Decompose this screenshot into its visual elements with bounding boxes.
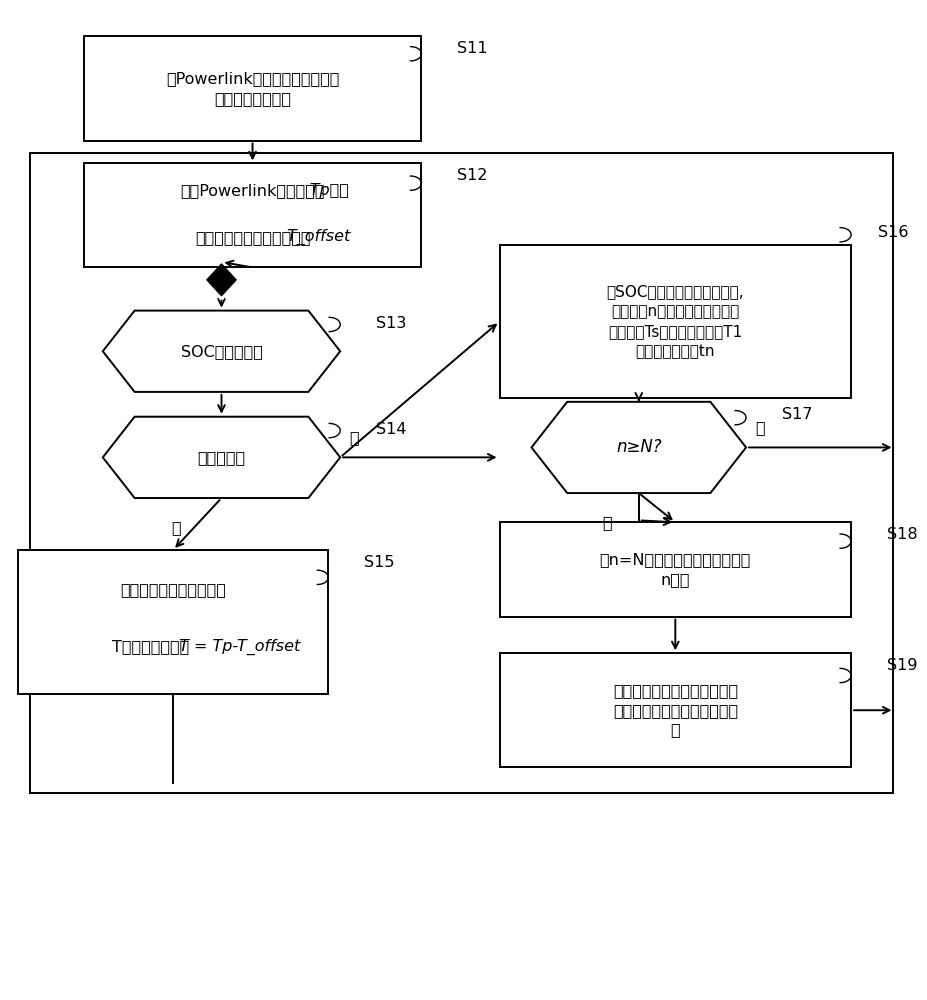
Bar [499, 653, 850, 767]
Polygon shape [531, 402, 745, 493]
Text: S15: S15 [363, 555, 394, 570]
Text: 第一次到达: 第一次到达 [197, 450, 246, 465]
Text: 本从站的确定性延迟补偿值: 本从站的确定性延迟补偿值 [195, 230, 310, 245]
Bar [83, 163, 421, 267]
Text: T = Tp-T_offset: T = Tp-T_offset [173, 639, 299, 655]
Text: 对本地定时器的定时周期: 对本地定时器的定时周期 [120, 582, 226, 597]
Polygon shape [207, 264, 235, 296]
Text: S19: S19 [886, 658, 916, 673]
Text: 用时间偏差平均值对从站的本
地定时器定时周期进行动态补
偿: 用时间偏差平均值对从站的本 地定时器定时周期进行动态补 偿 [612, 683, 737, 738]
Text: S11: S11 [457, 41, 488, 56]
Text: 否: 否 [349, 430, 359, 445]
Text: Tp以及: Tp以及 [156, 183, 349, 198]
Text: S16: S16 [877, 225, 908, 240]
Text: S14: S14 [375, 422, 406, 437]
Bar [83, 36, 421, 141]
Text: S18: S18 [886, 527, 917, 542]
Text: n≥N?: n≥N? [616, 438, 661, 456]
Bar [18, 550, 328, 694]
Bar [499, 522, 850, 617]
Text: 在Powerlink以太网的所有从站均
建立本地定时器；: 在Powerlink以太网的所有从站均 建立本地定时器； [166, 71, 339, 106]
Text: S17: S17 [781, 407, 811, 422]
Text: SOC同步包到达: SOC同步包到达 [181, 344, 262, 359]
Text: S13: S13 [375, 316, 406, 331]
Text: 在n=N时求出时间偏差平均值，
n清零: 在n=N时求出时间偏差平均值， n清零 [599, 552, 750, 587]
Text: 获取Powerlink的通讯周期: 获取Powerlink的通讯周期 [180, 183, 324, 198]
Text: T_offset: T_offset [164, 229, 349, 245]
Text: 是: 是 [602, 515, 611, 530]
Text: T进行静态补偿，: T进行静态补偿， [111, 639, 189, 654]
Bar [499, 245, 850, 398]
Polygon shape [103, 311, 340, 392]
Text: S12: S12 [457, 168, 487, 183]
Text: 对SOC同步包的接收次数计数,
计数值为n；得到并存储该实际
计时时刻Ts与期望计时时刻T1
之间的时间偏差tn: 对SOC同步包的接收次数计数, 计数值为n；得到并存储该实际 计时时刻Ts与期望… [606, 284, 743, 359]
Polygon shape [103, 417, 340, 498]
Text: 是: 是 [171, 520, 181, 535]
Bar [30, 153, 892, 793]
Text: 否: 否 [755, 420, 764, 435]
